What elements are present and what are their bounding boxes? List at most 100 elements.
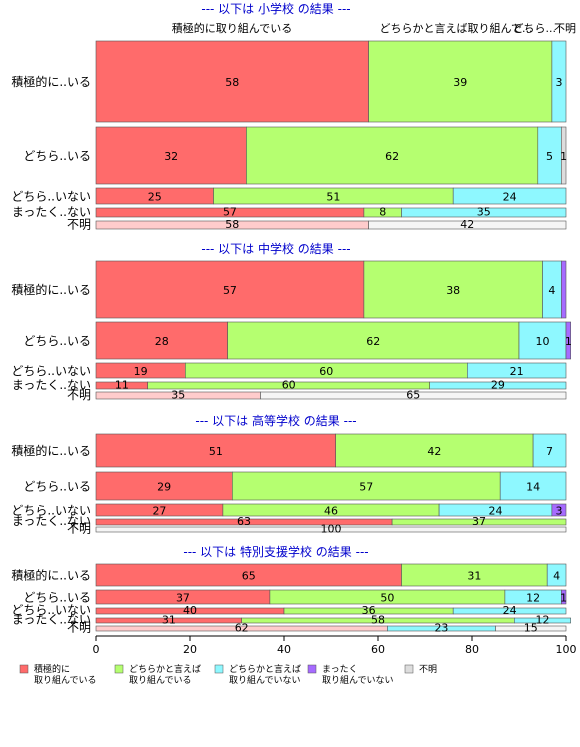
x-tick-label: 40 xyxy=(277,643,291,656)
data-label: 11 xyxy=(115,379,129,392)
row-label: どちら..いない xyxy=(11,189,91,203)
data-label: 31 xyxy=(162,613,176,626)
row-label: 不明 xyxy=(67,620,91,634)
bar-segment xyxy=(551,503,567,517)
legend-label: 取り組んでいる xyxy=(129,674,192,686)
column-header: どちら... xyxy=(513,22,557,35)
data-label: 10 xyxy=(536,335,550,348)
row-label: 積極的に..いる xyxy=(11,282,91,297)
data-label: 1 xyxy=(565,335,572,348)
data-label: 62 xyxy=(385,150,399,163)
data-label: 42 xyxy=(460,218,474,231)
legend-label: 取り組んでいない xyxy=(229,674,301,686)
panel-title: --- 以下は 特別支援学校 の結果 --- xyxy=(183,544,368,559)
panel-1: --- 以下は 中学校 の結果 --- 積極的に..いる 57 38 4 どちら..いる 2… xyxy=(11,241,571,402)
bar-segment xyxy=(546,563,567,587)
legend-swatch xyxy=(307,664,317,674)
legend-item: 積極的に取り組んでいる xyxy=(19,663,97,686)
data-label: 29 xyxy=(491,379,505,392)
panel-2: --- 以下は 高等学校 の結果 --- 積極的に..いる 51 42 7 どちら..いる… xyxy=(11,413,567,535)
data-label: 8 xyxy=(379,206,386,219)
bar-segment xyxy=(95,526,567,533)
data-label: 46 xyxy=(324,504,338,517)
bar-segment xyxy=(260,391,567,400)
x-tick-label: 20 xyxy=(183,643,197,656)
panel-title: --- 以下は 高等学校 の結果 --- xyxy=(195,413,356,428)
data-label: 58 xyxy=(225,218,239,231)
legend-label: まったく xyxy=(322,664,358,675)
bar-segment xyxy=(95,471,233,501)
bar-segment xyxy=(401,207,567,218)
bar-segment xyxy=(452,187,567,205)
row-label: どちら..いる xyxy=(23,479,91,493)
x-tick-label: 100 xyxy=(556,643,577,656)
panel-title: --- 以下は 中学校 の結果 --- xyxy=(201,241,350,256)
row-label: 不明 xyxy=(67,388,91,402)
row-label: どちら..いる xyxy=(23,334,91,348)
row-label: まったく..ない xyxy=(12,514,91,528)
panel-title: --- 以下は 小学校 の結果 --- xyxy=(201,1,350,16)
data-label: 65 xyxy=(242,569,256,582)
x-tick-label: 0 xyxy=(93,643,100,656)
data-label: 63 xyxy=(237,515,251,528)
data-label: 21 xyxy=(510,365,524,378)
bar-segment xyxy=(227,321,520,360)
x-tick-label: 60 xyxy=(371,643,385,656)
panel-3: --- 以下は 特別支援学校 の結果 --- 積極的に..いる 65 31 4 どちら..… xyxy=(11,544,571,634)
data-label: 51 xyxy=(326,190,340,203)
row-label: 積極的に..いる xyxy=(11,74,91,89)
data-label: 40 xyxy=(183,604,197,617)
row-label: 積極的に..いる xyxy=(11,443,91,458)
data-label: 62 xyxy=(366,335,380,348)
legend-label: 取り組んでいない xyxy=(322,674,394,686)
data-label: 3 xyxy=(555,504,562,517)
bar-segment xyxy=(391,518,567,526)
row-label: どちら..いる xyxy=(23,590,91,604)
data-label: 14 xyxy=(526,480,540,493)
bar-segment xyxy=(95,321,228,360)
data-label: 38 xyxy=(446,284,460,297)
bar-segment xyxy=(565,321,571,360)
bar-segment xyxy=(95,260,365,319)
data-label: 12 xyxy=(536,613,550,626)
bar-segment xyxy=(95,126,247,185)
row-label: まったく..ない xyxy=(12,378,91,392)
legend-swatch xyxy=(214,664,224,674)
bar-segment xyxy=(95,433,336,468)
data-label: 15 xyxy=(524,621,538,634)
data-label: 35 xyxy=(477,206,491,219)
row-label: どちら..いる xyxy=(23,149,91,163)
bar-segment xyxy=(499,471,567,501)
bar-segment xyxy=(560,126,567,185)
data-label: 27 xyxy=(152,504,166,517)
bar-segment xyxy=(466,362,567,379)
legend-swatch xyxy=(404,664,414,674)
bar-segment xyxy=(368,40,553,123)
data-label: 39 xyxy=(453,76,467,89)
bar-segment xyxy=(513,617,571,624)
bar-segment xyxy=(551,40,567,123)
bar-segment xyxy=(518,321,567,360)
data-label: 24 xyxy=(503,190,517,203)
row-label: どちら..いない xyxy=(11,603,91,617)
legend-item: 不明 xyxy=(404,664,437,675)
bar-segment xyxy=(429,381,567,390)
data-label: 23 xyxy=(434,621,448,634)
data-label: 4 xyxy=(553,569,560,582)
data-label: 1 xyxy=(560,150,567,163)
legend-label: どちらかと言えば xyxy=(229,663,301,675)
bar-segment xyxy=(246,126,539,185)
data-label: 51 xyxy=(209,445,223,458)
data-label: 42 xyxy=(427,445,441,458)
data-label: 35 xyxy=(171,389,185,402)
data-label: 3 xyxy=(555,76,562,89)
data-label: 57 xyxy=(359,480,373,493)
data-label: 57 xyxy=(223,206,237,219)
column-header: 不明 xyxy=(554,22,576,35)
legend-label: 取り組んでいる xyxy=(34,674,97,686)
data-label: 60 xyxy=(282,379,296,392)
data-label: 37 xyxy=(176,591,190,604)
data-label: 60 xyxy=(319,365,333,378)
data-label: 4 xyxy=(548,284,555,297)
